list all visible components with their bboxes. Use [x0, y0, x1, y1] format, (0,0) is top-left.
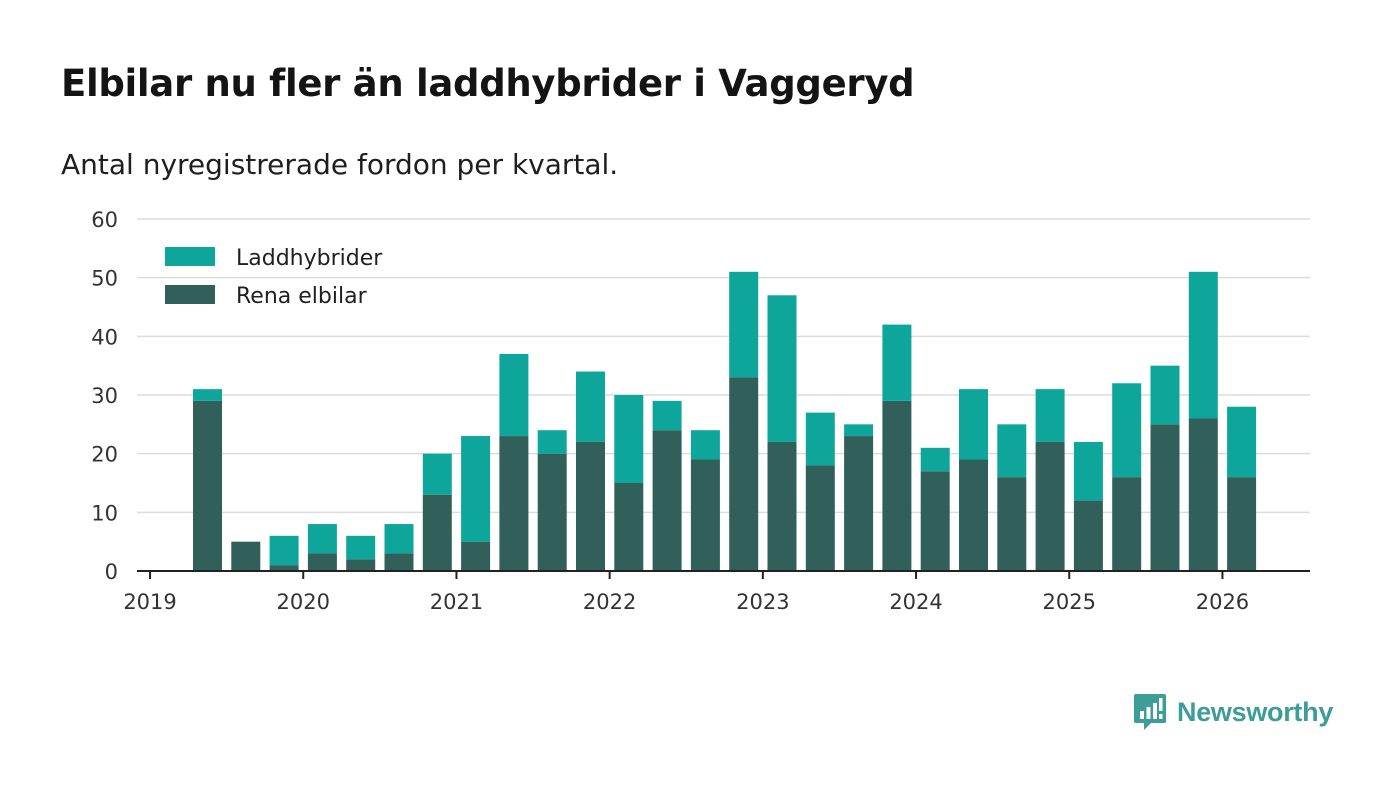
bar-laddhybrider-2021-q1: [461, 436, 491, 542]
bar-laddhybrider-2019-q4: [269, 535, 299, 566]
bar-laddhybrider-2025-q4: [1188, 271, 1218, 419]
bar-laddhybrider-2020-q4: [422, 453, 452, 495]
y-tick-label-30: 30: [91, 384, 118, 408]
bar-rena-elbilar-2025-q2: [1112, 477, 1142, 571]
bar-laddhybrider-2019-q2: [193, 389, 222, 401]
bar-laddhybrider-2023-q1: [767, 295, 797, 442]
bar-laddhybrider-2023-q2: [805, 412, 835, 466]
bar-rena-elbilar-2022-q3: [690, 459, 720, 571]
bar-laddhybrider-2023-q3: [844, 424, 874, 437]
bar-rena-elbilar-2025-q3: [1150, 424, 1180, 571]
chart-title: Elbilar nu fler än laddhybrider i Vagger…: [61, 62, 915, 105]
bar-laddhybrider-2024-q2: [959, 389, 988, 460]
bar-laddhybrider-2026-q1: [1227, 406, 1257, 478]
bar-rena-elbilar-2019-q4: [269, 565, 299, 571]
x-tick-label-2020: 2020: [277, 590, 330, 614]
bar-rena-elbilar-2021-q1: [461, 541, 491, 571]
bar-laddhybrider-2021-q2: [499, 353, 529, 437]
bar-rena-elbilar-2019-q2: [193, 400, 222, 571]
x-axis: 2019 2020 2021 2022 2023 2024 2025 2026: [123, 570, 1310, 614]
bar-laddhybrider-2022-q1: [614, 395, 644, 483]
legend-label-rena-elbilar: Rena elbilar: [236, 284, 368, 309]
bar-rena-elbilar-2020-q1: [307, 553, 337, 571]
newsworthy-logo-icon: [1134, 694, 1166, 730]
bar-laddhybrider-2024-q3: [997, 424, 1027, 478]
bar-laddhybrider-2023-q4: [882, 324, 912, 401]
x-tick-label-2019: 2019: [123, 590, 176, 614]
bar-laddhybrider-2022-q2: [652, 400, 682, 431]
x-tick-label-2022: 2022: [583, 590, 636, 614]
bar-rena-elbilar-2023-q2: [805, 465, 835, 571]
bar-rena-elbilar-2020-q2: [346, 559, 376, 571]
bar-rena-elbilar-2024-q2: [959, 459, 988, 571]
bar-laddhybrider-2024-q4: [1035, 389, 1065, 442]
bar-laddhybrider-2024-q1: [920, 447, 950, 472]
bar-rena-elbilar-2026-q1: [1227, 477, 1257, 571]
legend-swatch-rena-elbilar: [165, 285, 215, 304]
bar-rena-elbilar-2019-q3: [231, 541, 261, 571]
bar-laddhybrider-2020-q1: [307, 524, 337, 554]
bar-rena-elbilar-2022-q1: [614, 483, 644, 571]
x-tick-label-2025: 2025: [1043, 590, 1096, 614]
bar-laddhybrider-2021-q3: [537, 430, 567, 454]
brand-name: Newsworthy: [1177, 696, 1334, 727]
bar-laddhybrider-2020-q3: [384, 524, 414, 554]
bar-laddhybrider-2025-q2: [1112, 383, 1142, 478]
bar-rena-elbilar-2023-q3: [844, 436, 874, 571]
bar-rena-elbilar-2022-q4: [729, 377, 759, 571]
legend-swatch-laddhybrider: [165, 247, 215, 266]
bar-rena-elbilar-2020-q4: [422, 494, 452, 571]
bar-rena-elbilar-2021-q3: [537, 453, 567, 571]
bar-laddhybrider-2022-q3: [690, 430, 720, 460]
bar-rena-elbilar-2024-q3: [997, 477, 1027, 571]
bar-laddhybrider-2025-q3: [1150, 365, 1180, 425]
bar-laddhybrider-2020-q2: [346, 535, 376, 560]
y-tick-label-60: 60: [91, 208, 118, 232]
bar-rena-elbilar-2022-q2: [652, 430, 682, 571]
x-tick-label-2026: 2026: [1196, 590, 1249, 614]
y-tick-label-10: 10: [91, 501, 118, 525]
bar-laddhybrider-2021-q4: [576, 371, 605, 442]
y-tick-label-50: 50: [91, 267, 118, 291]
bar-laddhybrider-2025-q1: [1073, 441, 1103, 501]
x-tick-label-2023: 2023: [736, 590, 789, 614]
bar-rena-elbilar-2025-q1: [1073, 500, 1103, 571]
x-tick-label-2024: 2024: [889, 590, 942, 614]
bar-rena-elbilar-2020-q3: [384, 553, 414, 571]
newsworthy-logo: Newsworthy: [1133, 692, 1333, 732]
y-tick-label-20: 20: [91, 443, 118, 467]
chart-subtitle: Antal nyregistrerade fordon per kvartal.: [61, 148, 619, 181]
bar-rena-elbilar-2024-q4: [1035, 441, 1065, 571]
y-axis-ticks: 0 10 20 30 40 50 60: [91, 208, 118, 584]
bars: [193, 271, 1257, 571]
legend-label-laddhybrider: Laddhybrider: [236, 246, 383, 271]
y-tick-label-40: 40: [91, 325, 118, 349]
x-tick-label-2021: 2021: [430, 590, 483, 614]
bar-rena-elbilar-2021-q4: [576, 441, 605, 571]
bar-rena-elbilar-2025-q4: [1188, 418, 1218, 571]
y-tick-label-0: 0: [105, 560, 118, 584]
bar-rena-elbilar-2021-q2: [499, 436, 529, 571]
bar-rena-elbilar-2023-q4: [882, 400, 912, 571]
bar-rena-elbilar-2024-q1: [920, 471, 950, 571]
bar-laddhybrider-2022-q4: [729, 271, 759, 378]
bar-rena-elbilar-2023-q1: [767, 441, 797, 571]
legend: Laddhybrider Rena elbilar: [165, 246, 383, 309]
